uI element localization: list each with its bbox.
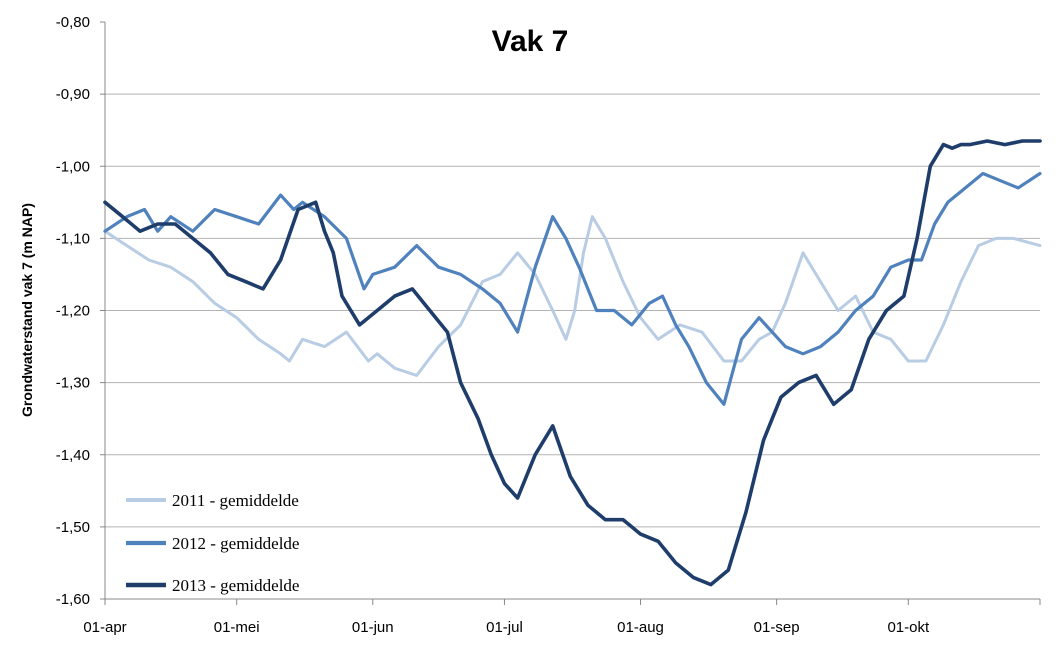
x-tick-label: 01-mei: [214, 619, 260, 636]
legend-label: 2013 - gemiddelde: [172, 576, 299, 595]
legend-label: 2012 - gemiddelde: [172, 534, 299, 553]
x-tick-label: 01-aug: [617, 619, 664, 636]
x-tick-label: 01-jul: [486, 619, 523, 636]
series-line-1: [103, 215, 1042, 377]
series-lines: [103, 139, 1042, 587]
gridlines: [100, 21, 1041, 605]
x-tick-labels: 01-apr 01-mei 01-jun 01-jul 01-aug 01-sep 01-o…: [83, 619, 930, 636]
y-tick-label: -1,40: [56, 447, 90, 464]
chart-title: Vak 7: [492, 25, 569, 58]
y-tick-labels: -0,80 -0,90 -1,00 -1,10 -1,20 -1,30 -1,40 -1,50…: [56, 14, 90, 608]
x-tick-label: 01-apr: [83, 619, 126, 636]
series-line-2: [103, 171, 1042, 406]
x-tick-label: 01-okt: [887, 619, 930, 636]
y-axis-label: Grondwaterstand vak 7 (m NAP): [19, 203, 35, 417]
y-tick-label: -0,80: [56, 14, 90, 31]
y-tick-label: -0,90: [56, 86, 90, 103]
series-line-3: [103, 139, 1042, 587]
x-tick-label: 01-sep: [754, 619, 800, 636]
x-tick-label: 01-jun: [352, 619, 394, 636]
y-tick-label: -1,00: [56, 158, 90, 175]
legend-label: 2011 - gemiddelde: [172, 491, 299, 510]
legend: 2011 - gemiddelde 2012 - gemiddelde 2013 -…: [126, 491, 299, 595]
y-tick-label: -1,60: [56, 591, 90, 608]
y-tick-label: -1,50: [56, 519, 90, 536]
y-tick-label: -1,30: [56, 375, 90, 392]
y-tick-label: -1,10: [56, 230, 90, 247]
y-tick-label: -1,20: [56, 303, 90, 320]
